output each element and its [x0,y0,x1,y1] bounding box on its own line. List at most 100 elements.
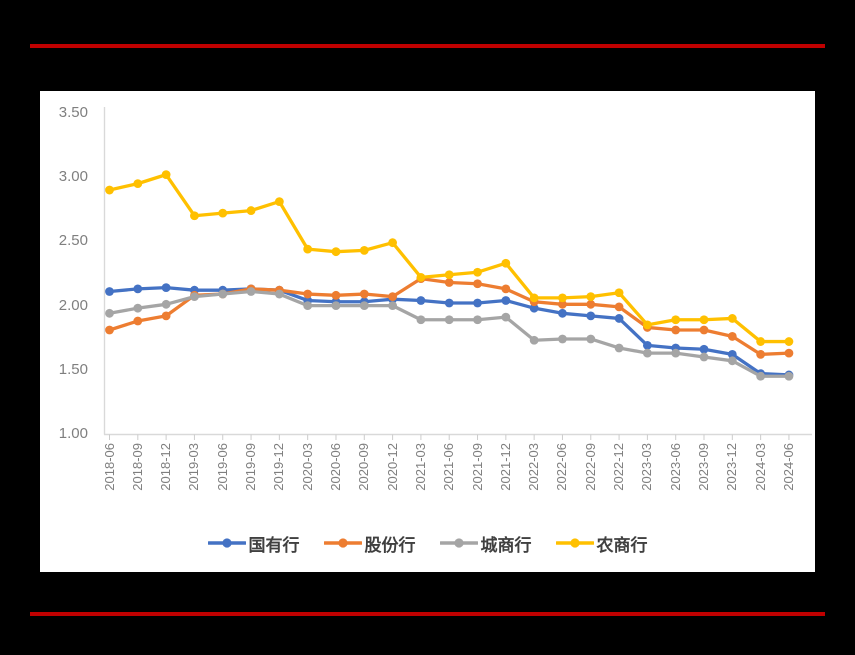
data-point-marker [416,296,426,305]
data-point-marker [727,314,737,323]
x-axis-label: 2020-06 [327,443,343,491]
x-axis-label: 2021-09 [469,443,485,491]
data-point-marker [105,185,114,195]
data-point-marker [190,211,199,221]
data-point-marker [331,247,341,257]
data-point-marker [699,344,709,354]
x-axis-label: 2018-06 [101,443,117,491]
series-农商行 [105,170,794,346]
data-point-marker [784,348,794,358]
data-point-marker [246,206,256,215]
chart-legend: 国有行 股份行 城商行 农商行 [40,528,815,558]
data-point-marker [388,292,397,302]
x-axis-label: 2023-03 [639,443,655,491]
data-point-marker [473,298,482,308]
x-axis-label: 2022-09 [582,443,598,491]
data-point-marker [586,299,596,309]
data-point-marker [473,315,482,325]
data-point-marker [331,301,341,310]
data-point-marker [529,303,539,313]
data-point-marker [727,332,737,341]
data-point-marker [558,293,567,303]
x-axis-label: 2021-12 [497,443,513,491]
x-axis-label: 2020-12 [384,443,400,491]
legend-item-label: 股份行 [364,535,416,555]
data-point-marker [133,179,143,189]
bottom-divider-line [30,612,825,616]
y-axis-label: 3.50 [58,104,88,121]
data-point-marker [133,316,143,326]
data-point-marker [105,308,114,318]
data-point-marker [756,349,766,359]
data-point-marker [359,289,369,299]
x-axis-label: 2022-03 [526,443,542,491]
data-point-marker [388,301,397,310]
data-point-marker [558,308,567,318]
x-axis-label: 2019-03 [186,443,202,491]
data-point-marker [699,325,709,335]
y-axis-label: 1.00 [58,425,88,442]
data-point-marker [529,335,539,345]
data-point-marker [105,287,114,296]
data-point-marker [218,208,228,218]
data-point-marker [699,315,709,325]
data-point-marker [671,348,681,358]
data-point-marker [388,238,397,248]
data-point-marker [586,334,596,344]
legend-marker-icon [207,538,246,548]
data-point-marker [331,290,341,300]
legend-item-城商行: 城商行 [439,531,532,556]
data-point-marker [614,288,624,298]
data-point-marker [529,293,539,303]
data-point-marker [501,296,511,305]
data-point-marker [642,341,652,350]
data-point-marker [444,315,454,325]
legend-item-label: 农商行 [596,535,648,555]
data-point-marker [133,303,143,313]
data-point-marker [558,299,567,309]
y-axis-label: 3.00 [58,168,88,186]
x-axis-label: 2023-09 [696,443,711,491]
data-point-marker [614,302,624,312]
x-axis-label: 2021-03 [412,443,428,491]
data-point-marker [558,334,567,344]
data-point-marker [105,325,114,335]
legend-marker-icon [555,538,594,548]
y-axis-label: 2.00 [58,296,88,314]
data-point-marker [727,349,737,359]
data-point-marker [133,284,143,294]
legend-item-国有行: 国有行 [207,531,300,556]
data-point-marker [416,315,426,325]
x-axis-label: 2019-12 [271,443,287,491]
x-axis-label: 2023-06 [667,443,683,491]
data-point-marker [756,371,766,381]
x-axis-label: 2024-03 [752,443,768,491]
data-point-marker [444,298,454,308]
data-point-marker [303,301,313,310]
data-point-marker [444,270,454,280]
top-divider-line [30,44,825,48]
data-point-marker [727,356,737,366]
data-point-marker [614,343,624,353]
data-point-marker [161,170,171,180]
y-axis-label: 2.50 [58,232,88,250]
data-point-marker [671,325,681,335]
data-point-marker [473,279,482,289]
data-point-marker [161,299,171,309]
legend-item-股份行: 股份行 [323,531,416,556]
data-point-marker [218,289,228,299]
legend-item-label: 国有行 [248,535,300,555]
x-axis-label: 2019-09 [243,443,259,491]
x-axis-label: 2018-09 [129,443,145,491]
x-axis-label: 2022-06 [554,443,570,491]
data-point-marker [444,278,454,287]
x-axis-label: 2021-06 [441,443,457,491]
data-point-marker [614,314,624,323]
data-point-marker [274,289,284,299]
data-point-marker [586,292,596,302]
data-point-marker [501,258,511,268]
legend-marker-icon [323,538,362,548]
data-point-marker [671,315,681,325]
data-point-marker [699,352,709,362]
